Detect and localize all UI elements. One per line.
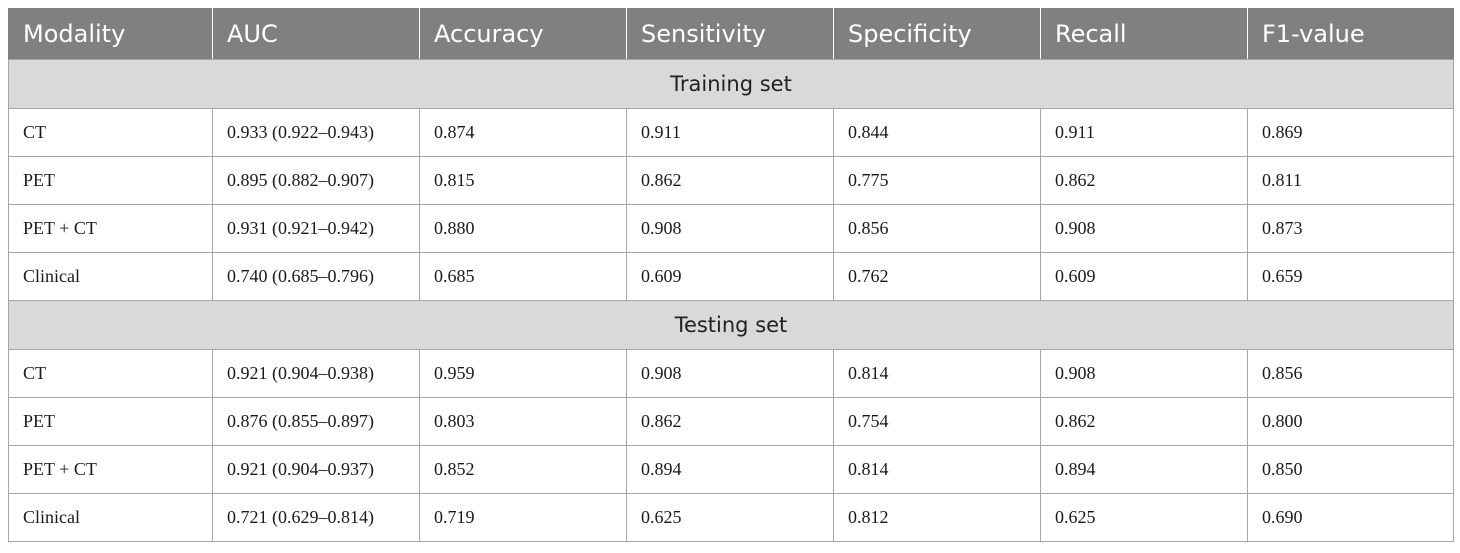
table-row: Clinical 0.740 (0.685–0.796) 0.685 0.609 0.7… bbox=[8, 252, 1454, 301]
table-row: Clinical 0.721 (0.629–0.814) 0.719 0.625 0.8… bbox=[8, 493, 1454, 542]
cell-specificity: 0.844 bbox=[833, 108, 1041, 157]
table-row: PET 0.876 (0.855–0.897) 0.803 0.862 0.754 0.8… bbox=[8, 397, 1454, 446]
cell-specificity: 0.814 bbox=[833, 445, 1041, 494]
cell-sensitivity: 0.862 bbox=[626, 397, 834, 446]
cell-accuracy: 0.815 bbox=[419, 156, 627, 205]
cell-recall: 0.894 bbox=[1040, 445, 1248, 494]
cell-specificity: 0.762 bbox=[833, 252, 1041, 301]
cell-f1-value: 0.690 bbox=[1247, 493, 1454, 542]
table-body: Training set CT 0.933 (0.922–0.943) 0.874 0.… bbox=[8, 59, 1454, 542]
cell-f1-value: 0.811 bbox=[1247, 156, 1454, 205]
cell-f1-value: 0.850 bbox=[1247, 445, 1454, 494]
table-row: PET + CT 0.931 (0.921–0.942) 0.880 0.908 0.8… bbox=[8, 204, 1454, 253]
cell-modality: PET + CT bbox=[8, 445, 213, 494]
section-row: Training set bbox=[8, 59, 1454, 109]
cell-recall: 0.862 bbox=[1040, 156, 1248, 205]
cell-f1-value: 0.856 bbox=[1247, 349, 1454, 398]
section-title: Testing set bbox=[8, 300, 1454, 350]
cell-recall: 0.862 bbox=[1040, 397, 1248, 446]
table-header: Modality AUC Accuracy Sensitivity Specif… bbox=[8, 8, 1454, 60]
cell-modality: CT bbox=[8, 108, 213, 157]
cell-accuracy: 0.803 bbox=[419, 397, 627, 446]
cell-recall: 0.908 bbox=[1040, 349, 1248, 398]
table-row: PET + CT 0.921 (0.904–0.937) 0.852 0.894 0.8… bbox=[8, 445, 1454, 494]
cell-auc: 0.931 (0.921–0.942) bbox=[212, 204, 420, 253]
cell-accuracy: 0.852 bbox=[419, 445, 627, 494]
cell-modality: Clinical bbox=[8, 252, 213, 301]
section-title: Training set bbox=[8, 59, 1454, 109]
column-header-accuracy: Accuracy bbox=[419, 8, 627, 60]
cell-recall: 0.625 bbox=[1040, 493, 1248, 542]
column-header-auc: AUC bbox=[212, 8, 420, 60]
cell-specificity: 0.856 bbox=[833, 204, 1041, 253]
cell-modality: CT bbox=[8, 349, 213, 398]
cell-specificity: 0.754 bbox=[833, 397, 1041, 446]
table-row: CT 0.933 (0.922–0.943) 0.874 0.911 0.844 0.91… bbox=[8, 108, 1454, 157]
cell-modality: PET bbox=[8, 156, 213, 205]
column-header-specificity: Specificity bbox=[833, 8, 1041, 60]
column-header-f1-value: F1-value bbox=[1247, 8, 1454, 60]
cell-specificity: 0.814 bbox=[833, 349, 1041, 398]
cell-auc: 0.921 (0.904–0.938) bbox=[212, 349, 420, 398]
cell-auc: 0.921 (0.904–0.937) bbox=[212, 445, 420, 494]
cell-sensitivity: 0.908 bbox=[626, 349, 834, 398]
cell-accuracy: 0.874 bbox=[419, 108, 627, 157]
cell-sensitivity: 0.908 bbox=[626, 204, 834, 253]
cell-auc: 0.895 (0.882–0.907) bbox=[212, 156, 420, 205]
cell-accuracy: 0.880 bbox=[419, 204, 627, 253]
cell-auc: 0.721 (0.629–0.814) bbox=[212, 493, 420, 542]
header-row: Modality AUC Accuracy Sensitivity Specif… bbox=[8, 8, 1454, 60]
cell-recall: 0.908 bbox=[1040, 204, 1248, 253]
cell-sensitivity: 0.862 bbox=[626, 156, 834, 205]
table-row: CT 0.921 (0.904–0.938) 0.959 0.908 0.814 0.90… bbox=[8, 349, 1454, 398]
cell-accuracy: 0.685 bbox=[419, 252, 627, 301]
cell-f1-value: 0.869 bbox=[1247, 108, 1454, 157]
cell-specificity: 0.775 bbox=[833, 156, 1041, 205]
column-header-modality: Modality bbox=[8, 8, 213, 60]
cell-specificity: 0.812 bbox=[833, 493, 1041, 542]
cell-accuracy: 0.959 bbox=[419, 349, 627, 398]
cell-modality: PET bbox=[8, 397, 213, 446]
cell-auc: 0.740 (0.685–0.796) bbox=[212, 252, 420, 301]
column-header-recall: Recall bbox=[1040, 8, 1248, 60]
cell-auc: 0.933 (0.922–0.943) bbox=[212, 108, 420, 157]
cell-sensitivity: 0.609 bbox=[626, 252, 834, 301]
table-row: PET 0.895 (0.882–0.907) 0.815 0.862 0.775 0.8… bbox=[8, 156, 1454, 205]
cell-recall: 0.609 bbox=[1040, 252, 1248, 301]
cell-sensitivity: 0.911 bbox=[626, 108, 834, 157]
cell-auc: 0.876 (0.855–0.897) bbox=[212, 397, 420, 446]
cell-f1-value: 0.873 bbox=[1247, 204, 1454, 253]
section-row: Testing set bbox=[8, 300, 1454, 350]
cell-recall: 0.911 bbox=[1040, 108, 1248, 157]
results-table: Modality AUC Accuracy Sensitivity Specif… bbox=[8, 8, 1454, 542]
cell-f1-value: 0.659 bbox=[1247, 252, 1454, 301]
cell-f1-value: 0.800 bbox=[1247, 397, 1454, 446]
cell-modality: PET + CT bbox=[8, 204, 213, 253]
cell-sensitivity: 0.894 bbox=[626, 445, 834, 494]
cell-modality: Clinical bbox=[8, 493, 213, 542]
cell-accuracy: 0.719 bbox=[419, 493, 627, 542]
column-header-sensitivity: Sensitivity bbox=[626, 8, 834, 60]
cell-sensitivity: 0.625 bbox=[626, 493, 834, 542]
